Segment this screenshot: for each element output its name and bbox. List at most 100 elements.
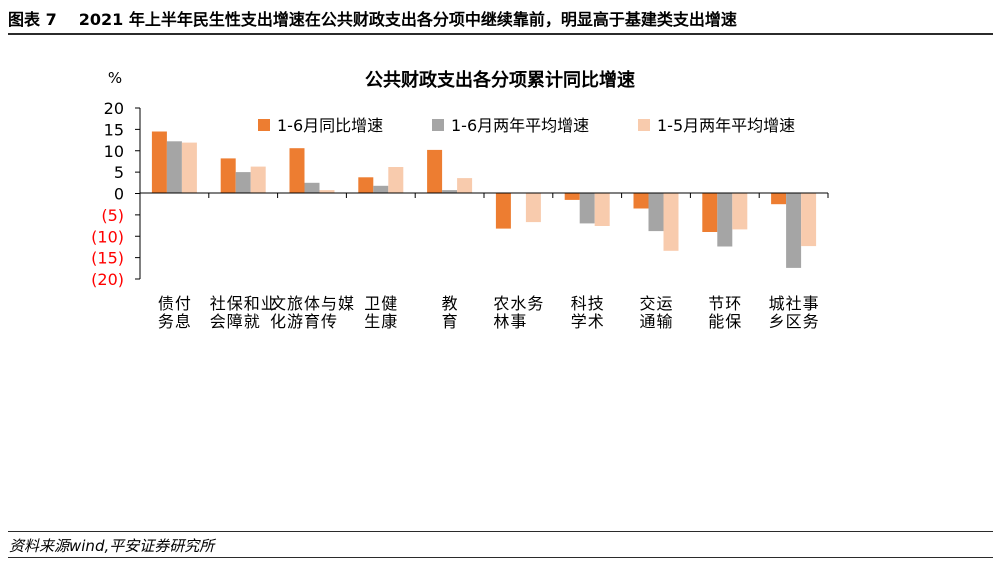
svg-text:事: 事	[803, 294, 819, 313]
bar-s2-2	[235, 172, 251, 194]
svg-text:学: 学	[571, 312, 587, 331]
svg-text:术: 术	[588, 312, 604, 331]
svg-text:育: 育	[304, 312, 320, 331]
svg-text:就: 就	[244, 312, 260, 331]
svg-text:保: 保	[227, 294, 243, 313]
svg-text:教: 教	[442, 294, 458, 313]
figure-caption: 2021 年上半年民生性支出增速在公共财政支出各分项中继续靠前，明显高于基建类支…	[78, 10, 737, 29]
svg-text:城: 城	[769, 294, 785, 313]
svg-text:务: 务	[158, 312, 174, 331]
svg-text:务: 务	[803, 312, 819, 331]
svg-text:交: 交	[639, 294, 655, 313]
x-tick-label: 教育	[442, 294, 458, 331]
svg-text:节: 节	[708, 294, 724, 313]
bar-s2-3	[304, 182, 320, 194]
bar-s2-5	[442, 190, 458, 194]
svg-text:通: 通	[639, 312, 655, 331]
svg-text:技: 技	[588, 294, 604, 313]
svg-text:传: 传	[321, 312, 337, 331]
svg-text:社: 社	[210, 294, 226, 313]
svg-text:科: 科	[571, 294, 587, 313]
bar-s3-9	[732, 193, 748, 230]
svg-text:业: 业	[261, 294, 277, 313]
chart-title: 公共财政支出各分项累计同比增速	[365, 69, 635, 91]
svg-text:卫: 卫	[364, 294, 380, 313]
legend-swatch	[258, 119, 270, 131]
bar-s3-7	[594, 193, 610, 226]
bar-s1-3	[289, 148, 305, 194]
svg-text:运: 运	[656, 294, 672, 313]
bar-s1-10	[771, 193, 787, 205]
bar-s2-4	[373, 185, 389, 194]
bar-s2-1	[166, 141, 182, 194]
svg-text:付: 付	[175, 294, 191, 313]
svg-text:水: 水	[510, 294, 526, 313]
bar-s1-7	[564, 193, 580, 200]
y-tick-label: (20)	[91, 270, 124, 289]
y-tick-label: 15	[104, 120, 124, 139]
svg-text:和: 和	[244, 294, 260, 313]
y-axis-unit-label: %	[108, 69, 122, 87]
bar-s1-4	[358, 177, 374, 194]
bottom-rule	[8, 531, 993, 532]
figure-header: 图表 7 2021 年上半年民生性支出增速在公共财政支出各分项中继续靠前，明显高于…	[8, 6, 737, 30]
svg-text:输: 输	[656, 312, 672, 331]
legend-label: 1-6月同比增速	[277, 116, 383, 135]
y-tick-label: 0	[114, 185, 124, 204]
bar-s1-9	[702, 193, 718, 232]
svg-text:债: 债	[158, 294, 174, 313]
svg-text:务: 务	[527, 294, 543, 313]
svg-text:能: 能	[708, 312, 724, 331]
y-tick-label: 20	[104, 99, 124, 118]
bar-s3-2	[250, 166, 266, 194]
bar-s3-6	[525, 193, 541, 223]
bar-s1-6	[495, 193, 511, 229]
bar-s3-5	[457, 178, 473, 194]
bar-s2-7	[579, 193, 595, 224]
svg-text:生: 生	[364, 312, 380, 331]
svg-text:旅: 旅	[287, 294, 303, 313]
svg-text:障: 障	[227, 312, 243, 331]
bar-s1-5	[427, 149, 443, 194]
source-note: 资料来源wind,平安证券研究所	[9, 537, 215, 555]
svg-text:事: 事	[510, 312, 526, 331]
bar-s3-1	[181, 142, 197, 194]
legend-item-1: 1-6月同比增速	[258, 116, 383, 135]
svg-text:媒: 媒	[338, 294, 354, 313]
bar-s2-8	[648, 193, 664, 232]
bar-s3-4	[388, 167, 404, 194]
figure-label: 图表 7	[8, 10, 57, 29]
svg-text:游: 游	[287, 312, 303, 331]
bar-s1-8	[633, 193, 649, 209]
legend-item-3: 1-5月两年平均增速	[638, 116, 795, 135]
top-rule	[8, 33, 993, 35]
bar-s1-1	[151, 131, 167, 194]
svg-text:会: 会	[210, 312, 226, 331]
svg-text:区: 区	[786, 312, 802, 331]
svg-text:康: 康	[381, 312, 397, 331]
y-tick-label: (5)	[101, 206, 124, 225]
y-tick-label: 5	[114, 163, 124, 182]
svg-text:文: 文	[270, 294, 286, 313]
svg-text:环: 环	[725, 294, 741, 313]
legend-swatch	[638, 119, 650, 131]
bar-s2-9	[717, 193, 733, 247]
svg-text:与: 与	[321, 294, 337, 313]
bar-s3-3	[319, 190, 335, 194]
svg-text:健: 健	[381, 294, 397, 313]
bar-s3-10	[801, 193, 817, 247]
svg-text:化: 化	[270, 312, 286, 331]
svg-text:林: 林	[493, 312, 509, 331]
legend-label: 1-6月两年平均增速	[451, 116, 589, 135]
legend-label: 1-5月两年平均增速	[657, 116, 795, 135]
